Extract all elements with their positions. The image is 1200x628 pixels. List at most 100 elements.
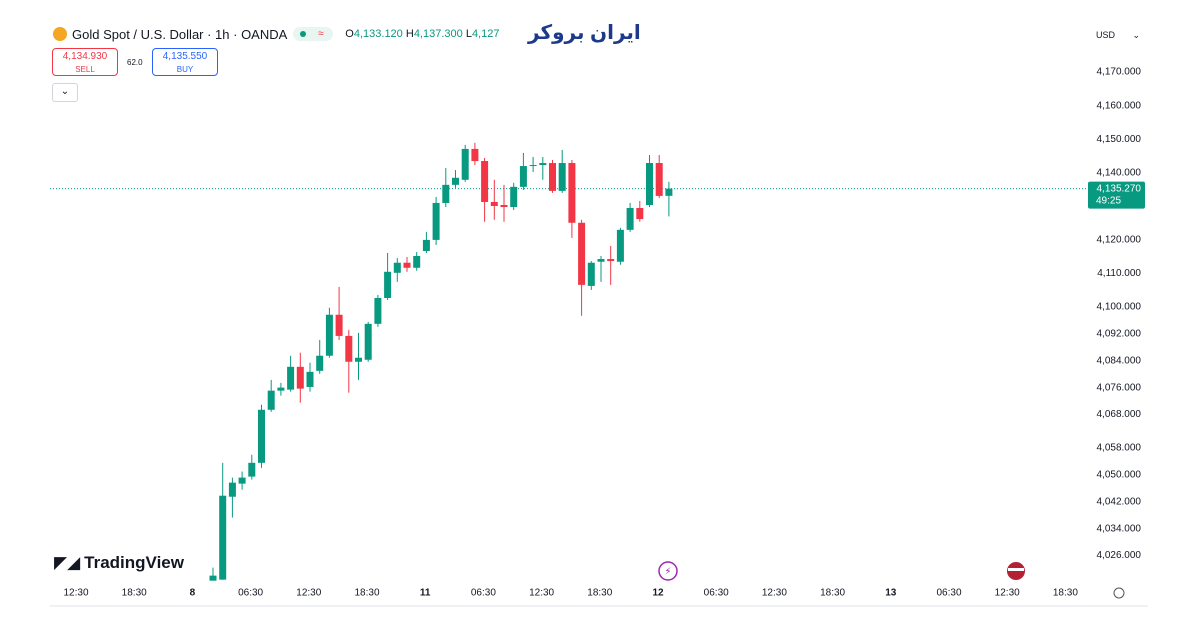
- candle-body: [626, 208, 634, 230]
- candle-body: [219, 495, 227, 580]
- candle-body: [510, 186, 518, 207]
- y-tick-label: 4,160.000: [1097, 100, 1142, 111]
- y-tick-label: 4,150.000: [1097, 134, 1142, 145]
- candle-body: [636, 208, 644, 220]
- y-tick-label: 4,050.000: [1097, 470, 1142, 481]
- x-tick-label: 12:30: [762, 588, 787, 599]
- buy-label: BUY: [176, 65, 194, 74]
- ohlc: O4,133.120 H4,137.300 L4,127: [345, 28, 499, 40]
- x-tick-label: 06:30: [238, 588, 263, 599]
- x-tick-label: 12:30: [529, 588, 554, 599]
- ohlc-key: L: [465, 28, 472, 40]
- candle-body: [500, 204, 508, 207]
- candle-body: [597, 259, 605, 262]
- candle-body: [345, 335, 353, 362]
- x-tick-label: 13: [885, 588, 897, 599]
- last-price-tag: [1088, 181, 1145, 209]
- candle-body: [655, 163, 663, 196]
- candle-body: [471, 148, 479, 162]
- candle-body: [587, 262, 595, 286]
- symbol-header: Gold Spot / U.S. Dollar · 1h · OANDA ≈ O…: [52, 26, 499, 42]
- candle-body: [519, 166, 527, 187]
- candle-body: [481, 161, 489, 202]
- candle-body: [325, 314, 333, 356]
- sell-button[interactable]: 4,134.930 SELL: [52, 48, 118, 76]
- currency: USD: [1096, 30, 1116, 40]
- x-tick-label: 18:30: [354, 588, 379, 599]
- svg-text:≈: ≈: [319, 29, 325, 40]
- x-tick-label: 12:30: [63, 588, 88, 599]
- x-tick-label: 18:30: [1053, 588, 1078, 599]
- y-tick-label: 4,170.000: [1097, 67, 1142, 78]
- y-tick-label: 4,100.000: [1097, 302, 1142, 313]
- candle-body: [248, 462, 256, 477]
- countdown: 49:25: [1096, 195, 1121, 206]
- x-tick-label: 12:30: [296, 588, 321, 599]
- y-tick-label: 4,026.000: [1097, 550, 1142, 561]
- ohlc-key: O: [345, 28, 354, 40]
- y-tick-label: 4,120.000: [1097, 235, 1142, 246]
- y-tick-label: 4,042.000: [1097, 496, 1142, 507]
- candle-body: [316, 355, 324, 371]
- y-tick-label: 4,076.000: [1097, 382, 1142, 393]
- collapse-toggle[interactable]: ⌄: [52, 83, 78, 102]
- candle-body: [539, 163, 547, 166]
- y-tick-label: 4,110.000: [1097, 268, 1141, 279]
- x-tick-label: 06:30: [936, 588, 961, 599]
- buy-button[interactable]: 4,135.550 BUY: [152, 48, 218, 76]
- candle-body: [665, 188, 673, 196]
- candle-body: [452, 177, 459, 185]
- candle-body: [335, 314, 343, 336]
- candle-body: [306, 371, 314, 387]
- ohlc-key: H: [405, 28, 414, 40]
- us-event-icon[interactable]: [1007, 562, 1025, 580]
- candle-body: [549, 163, 556, 191]
- x-tick-label: 18:30: [820, 588, 845, 599]
- x-tick-label: 06:30: [704, 588, 729, 599]
- candle-body: [277, 387, 285, 391]
- status-badges: ≈: [293, 27, 334, 41]
- candle-body: [568, 163, 576, 223]
- candle-body: [490, 201, 498, 206]
- sell-label: SELL: [75, 65, 95, 74]
- candle-body: [267, 390, 275, 410]
- last-price-label: 4,135.270: [1097, 183, 1142, 194]
- x-tick-label: 18:30: [122, 588, 147, 599]
- watermark: ◤◢ TradingView: [54, 553, 184, 573]
- y-tick-label: 4,068.000: [1097, 409, 1142, 420]
- x-tick-label: 12:30: [995, 588, 1020, 599]
- x-tick-label: 18:30: [587, 588, 612, 599]
- spread: 62.0: [127, 58, 143, 67]
- settings-icon[interactable]: [1113, 587, 1125, 599]
- candle-body: [238, 477, 246, 484]
- candle-body: [364, 323, 372, 360]
- candle-body: [578, 222, 586, 285]
- flag-stripe: [1008, 568, 1024, 571]
- watermark-text: TradingView: [84, 553, 184, 572]
- candle-body: [461, 148, 469, 180]
- y-tick-label: 4,140.000: [1097, 167, 1142, 178]
- x-tick-label: 06:30: [471, 588, 496, 599]
- y-tick-label: 4,058.000: [1097, 443, 1142, 454]
- candle-body: [442, 184, 450, 203]
- candle-body: [355, 357, 362, 362]
- candles: [209, 142, 673, 581]
- candle-body: [646, 163, 653, 205]
- candle-body: [296, 366, 304, 389]
- candle-body: [403, 262, 411, 268]
- candle-body: [558, 163, 566, 191]
- event-bolt: ⚡: [664, 567, 671, 578]
- symbol-title: Gold Spot / U.S. Dollar · 1h · OANDA: [72, 26, 288, 42]
- currency-select[interactable]: USD ⌄: [1090, 25, 1146, 45]
- x-tick-label: 11: [420, 588, 431, 599]
- event-icon[interactable]: [658, 561, 678, 581]
- ohlc-value: 4,127: [471, 28, 500, 40]
- candle-body: [616, 229, 624, 262]
- x-tick-label: 8: [190, 588, 196, 599]
- ohlc-value: 4,137.300: [413, 28, 463, 40]
- buy-price: 4,135.550: [162, 51, 208, 62]
- candle-body: [209, 575, 217, 581]
- candle-body: [287, 366, 295, 390]
- sell-price: 4,134.930: [62, 51, 108, 62]
